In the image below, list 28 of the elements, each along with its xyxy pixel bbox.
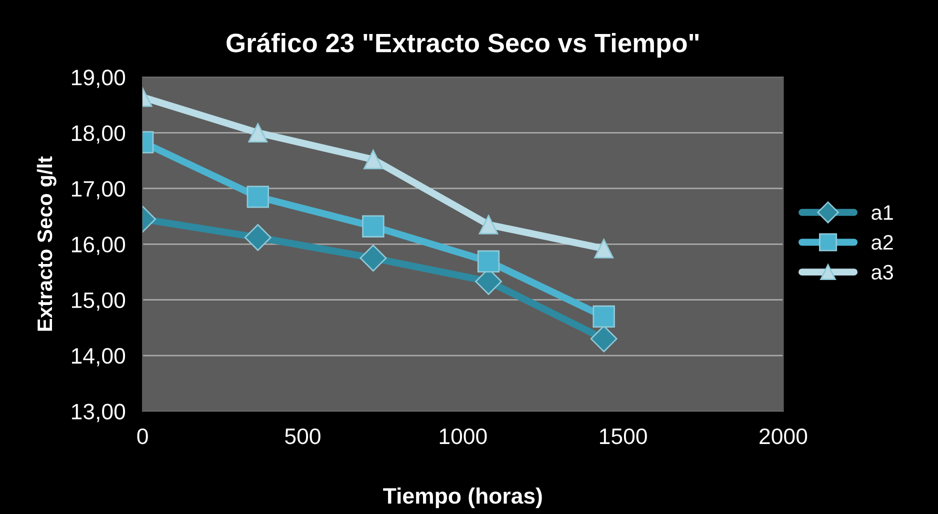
legend-label: a1 — [872, 205, 893, 220]
point — [592, 305, 615, 328]
point — [246, 186, 270, 208]
x-axis-title: Tiempo (horas) — [383, 487, 542, 508]
point — [362, 215, 384, 238]
y-tick-label: 19,00 — [72, 70, 126, 88]
point — [594, 238, 614, 258]
chart-title: Gráfico 23 "Extracto Seco vs Tiempo" — [226, 32, 699, 58]
y-tick-label: 18,00 — [72, 125, 126, 144]
legend-label: a3 — [872, 264, 893, 280]
x-tick-label: 500 — [285, 428, 320, 444]
y-tick-label: 14,00 — [72, 348, 126, 366]
legend-label: a2 — [872, 234, 893, 250]
x-tick-label: 0 — [137, 428, 148, 444]
y-tick-label: 17,00 — [72, 181, 126, 200]
point — [477, 250, 500, 273]
y-tick-label: 13,00 — [72, 404, 126, 422]
x-tick-label: 1500 — [600, 428, 647, 444]
x-tick-label: 1000 — [440, 428, 487, 444]
point — [248, 123, 268, 143]
point — [360, 244, 387, 272]
y-axis-title: Extracto Seco g/lt — [36, 156, 56, 331]
point — [363, 150, 383, 170]
y-tick-label: 15,00 — [72, 292, 126, 311]
point — [478, 214, 498, 234]
x-tick-label: 2000 — [760, 428, 808, 444]
y-tick-label: 16,00 — [72, 236, 126, 256]
point — [244, 224, 272, 251]
